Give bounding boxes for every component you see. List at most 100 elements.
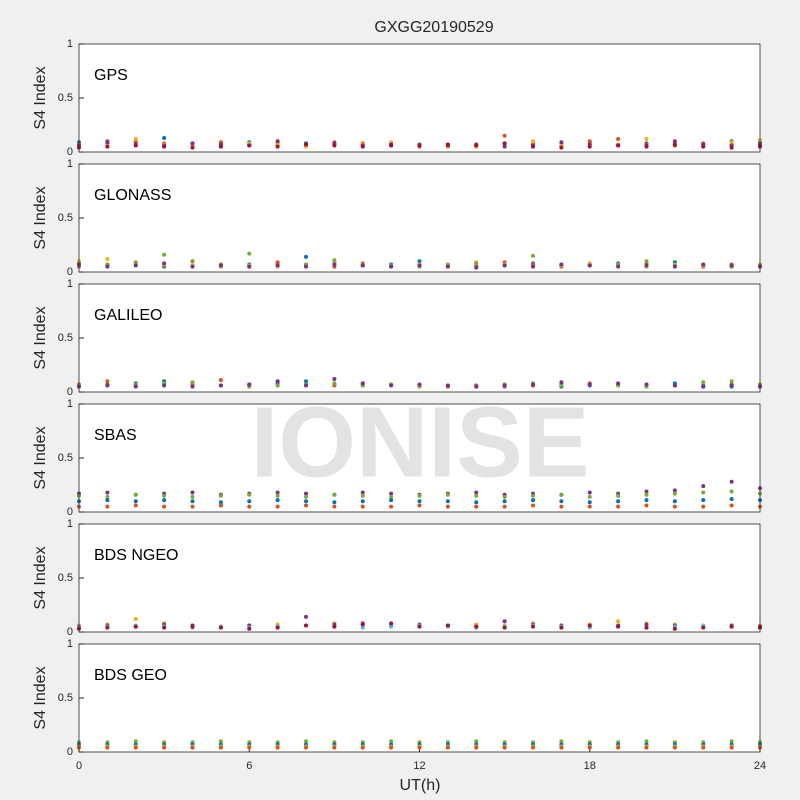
data-point	[616, 745, 621, 750]
data-point	[218, 144, 223, 149]
data-point	[559, 262, 564, 267]
data-point	[275, 383, 280, 388]
y-tick-label: 1	[67, 158, 73, 170]
data-point	[587, 500, 592, 505]
data-point	[672, 626, 677, 631]
data-point	[133, 739, 138, 744]
data-point	[644, 137, 649, 142]
data-point	[275, 379, 280, 384]
data-point	[502, 625, 507, 630]
y-tick-label: 0	[67, 746, 73, 758]
data-point	[162, 498, 167, 503]
data-point	[672, 499, 677, 504]
y-axis-label: S4 Index	[32, 306, 49, 369]
axes-box	[78, 163, 761, 273]
data-point	[105, 257, 110, 262]
data-point	[360, 622, 365, 627]
data-point	[502, 745, 507, 750]
data-point	[105, 494, 110, 499]
data-point	[644, 489, 649, 494]
data-point	[616, 499, 621, 504]
y-tick-label: 0	[67, 266, 73, 278]
y-axis-label: S4 Index	[32, 666, 49, 729]
x-axis-label: UT(h)	[400, 777, 441, 794]
data-point	[474, 745, 479, 750]
data-point	[218, 263, 223, 268]
axes-background	[79, 284, 760, 392]
data-point	[133, 499, 138, 504]
data-point	[445, 492, 450, 497]
data-point	[531, 382, 535, 387]
data-point	[389, 498, 394, 503]
data-point	[502, 263, 507, 268]
data-point	[133, 263, 138, 268]
data-point	[729, 145, 734, 150]
data-point	[389, 621, 394, 626]
data-point	[133, 492, 138, 497]
data-point	[133, 745, 138, 750]
data-point	[672, 142, 677, 147]
data-point	[304, 745, 308, 750]
data-point	[218, 739, 223, 744]
data-point	[531, 144, 535, 149]
y-tick-label: 0.5	[58, 332, 73, 344]
data-point	[162, 625, 167, 630]
y-tick-label: 0	[67, 506, 73, 518]
data-point	[445, 383, 450, 388]
data-point	[247, 143, 252, 148]
data-point	[162, 493, 167, 498]
data-point	[133, 624, 138, 629]
data-point	[105, 379, 110, 384]
data-point	[729, 745, 734, 750]
data-point	[417, 745, 422, 750]
data-point	[587, 263, 592, 268]
data-point	[247, 626, 252, 631]
data-point	[304, 383, 308, 388]
data-point	[218, 745, 223, 750]
data-point	[190, 490, 195, 495]
data-point	[389, 264, 394, 269]
data-point	[559, 492, 564, 497]
data-point	[531, 498, 535, 503]
data-point	[332, 381, 337, 386]
data-point	[133, 384, 138, 389]
data-point	[474, 490, 479, 495]
data-point	[559, 739, 564, 744]
data-point	[389, 143, 394, 148]
data-point	[474, 504, 479, 509]
panel-label: GPS	[94, 67, 128, 84]
data-point	[417, 382, 422, 387]
y-tick-label: 1	[67, 38, 73, 50]
data-point	[190, 145, 195, 150]
data-point	[417, 624, 422, 629]
data-point	[332, 492, 337, 497]
data-point	[389, 739, 394, 744]
data-point	[190, 259, 195, 264]
y-tick-label: 0.5	[58, 212, 73, 224]
axes-box	[78, 523, 761, 633]
data-point	[304, 379, 308, 384]
data-point	[644, 739, 649, 744]
y-tick-label: 0	[67, 386, 73, 398]
y-tick-label: 0.5	[58, 92, 73, 104]
y-axis-label: S4 Index	[32, 186, 49, 249]
data-point	[105, 264, 110, 269]
data-point	[644, 144, 649, 149]
data-point	[133, 137, 138, 142]
data-point	[304, 494, 308, 499]
data-point	[616, 143, 621, 148]
data-point	[304, 503, 308, 508]
watermark: IONISE	[251, 386, 590, 498]
data-point	[275, 625, 280, 630]
y-tick-label: 0	[67, 626, 73, 638]
axes-box	[78, 43, 761, 153]
axes-background	[79, 164, 760, 272]
data-point	[729, 624, 734, 629]
data-point	[672, 264, 677, 269]
data-point	[247, 745, 252, 750]
data-point	[644, 382, 649, 387]
data-point	[162, 745, 167, 750]
data-point	[474, 384, 479, 389]
data-point	[275, 498, 280, 503]
